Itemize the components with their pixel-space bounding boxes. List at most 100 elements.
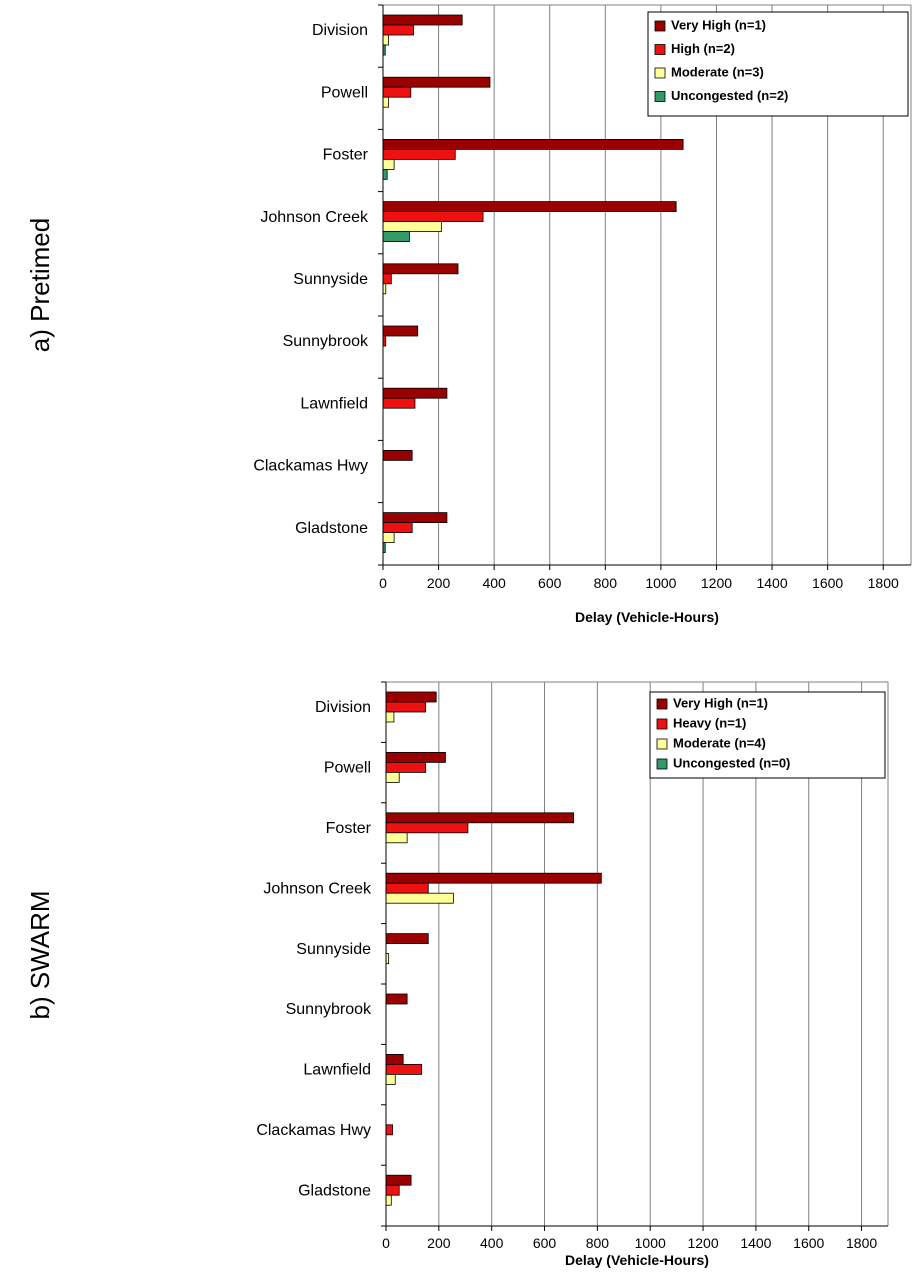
bar: [382, 532, 395, 543]
legend-label: High (n=2): [671, 41, 735, 56]
x-tick-label: 1200: [701, 575, 732, 591]
bar: [382, 158, 395, 170]
category-label: Division: [312, 22, 368, 39]
x-tick-label: 1600: [812, 575, 843, 591]
bar: [382, 14, 463, 26]
bar: [385, 701, 427, 713]
legend-swatch: [656, 718, 668, 730]
x-axis-title: Delay (Vehicle-Hours): [575, 609, 719, 625]
x-tick-label: 200: [427, 1235, 451, 1251]
legend-label: Heavy (n=1): [673, 715, 746, 730]
legend-label: Moderate (n=3): [671, 64, 764, 79]
bar: [385, 1194, 392, 1206]
bar: [385, 882, 429, 894]
legend: Very High (n=1) Heavy (n=1) Moderate (n=4)…: [649, 691, 886, 779]
bar: [385, 993, 408, 1005]
bar: [385, 812, 574, 824]
bar: [382, 522, 413, 533]
bar: [382, 397, 416, 409]
chart-panel-b: Division Powell Foster Johnson Creek Sunnysi…: [25, 681, 889, 1268]
bar: [385, 892, 454, 904]
category-label: Clackamas Hwy: [253, 458, 368, 475]
category-label: Gladstone: [298, 1182, 371, 1199]
panel-label: b) SWARM: [25, 890, 55, 1019]
x-tick-label: 0: [382, 1235, 390, 1251]
bar: [382, 512, 448, 523]
legend-swatch: [654, 20, 666, 32]
legend-label: Uncongested (n=0): [673, 755, 790, 770]
bar: [382, 76, 491, 88]
x-tick-label: 1800: [868, 575, 899, 591]
bar: [382, 273, 392, 285]
category-label: Gladstone: [295, 520, 368, 537]
category-label: Powell: [324, 760, 371, 777]
bar: [382, 168, 388, 180]
bar: [385, 691, 437, 703]
legend-swatch: [656, 758, 668, 770]
bar: [385, 872, 602, 884]
legend-label: Very High (n=1): [671, 17, 766, 32]
bar: [385, 1064, 423, 1075]
bar: [382, 24, 414, 36]
bar: [382, 96, 389, 108]
legend: Very High (n=1) High (n=2) Moderate (n=3) U…: [647, 11, 909, 117]
bar: [385, 1184, 400, 1196]
bar: [382, 211, 484, 223]
legend-swatch: [656, 698, 668, 710]
bar: [382, 449, 413, 461]
legend-swatch: [654, 67, 666, 79]
legend-label: Moderate (n=4): [673, 735, 766, 750]
panel-label: a) Pretimed: [25, 218, 55, 352]
bar: [382, 325, 419, 337]
bar: [382, 34, 389, 46]
category-label: Division: [315, 699, 371, 716]
legend-swatch: [654, 44, 666, 55]
bar: [385, 1174, 412, 1186]
bar: [382, 221, 442, 233]
x-tick-label: 1000: [645, 575, 676, 591]
x-tick-label: 200: [427, 575, 451, 591]
x-tick-label: 400: [482, 575, 506, 591]
x-tick-label: 400: [480, 1235, 504, 1251]
category-label: Lawnfield: [303, 1062, 371, 1079]
x-tick-label: 1600: [793, 1235, 824, 1251]
bar: [385, 822, 469, 834]
category-label: Sunnyside: [293, 271, 368, 288]
legend-swatch: [654, 91, 666, 102]
legend-box: [649, 691, 886, 779]
bar: [382, 263, 459, 275]
x-tick-label: 800: [586, 1235, 610, 1251]
category-label: Foster: [323, 147, 369, 164]
category-label: Lawnfield: [300, 395, 368, 412]
category-label: Sunnyside: [296, 941, 371, 958]
x-tick-label: 800: [594, 575, 618, 591]
x-tick-label: 1000: [635, 1235, 666, 1251]
bar: [385, 711, 395, 723]
x-tick-label: 600: [533, 1235, 557, 1251]
legend-swatch: [656, 738, 668, 750]
bar: [385, 752, 446, 763]
bar: [385, 1074, 396, 1085]
bar: [385, 772, 400, 783]
category-label: Foster: [326, 820, 372, 837]
bar: [382, 86, 412, 98]
legend-label: Very High (n=1): [673, 695, 768, 710]
bar: [382, 231, 410, 243]
x-tick-label: 1200: [687, 1235, 718, 1251]
bar: [385, 933, 429, 944]
category-label: Sunnybrook: [286, 1001, 372, 1018]
x-tick-label: 1400: [740, 1235, 771, 1251]
category-label: Clackamas Hwy: [256, 1122, 371, 1139]
x-tick-label: 600: [538, 575, 562, 591]
x-tick-label: 0: [379, 575, 387, 591]
bar: [382, 387, 448, 399]
legend-label: Uncongested (n=2): [671, 88, 788, 103]
category-label: Johnson Creek: [263, 880, 372, 897]
bar: [385, 832, 408, 844]
x-axis-title: Delay (Vehicle-Hours): [565, 1252, 709, 1268]
bar: [385, 1054, 404, 1065]
bar: [385, 1124, 394, 1136]
category-label: Powell: [321, 84, 368, 101]
chart-panel-a: Division Powell Foster Johnson Creek Sunnysi…: [25, 4, 912, 625]
